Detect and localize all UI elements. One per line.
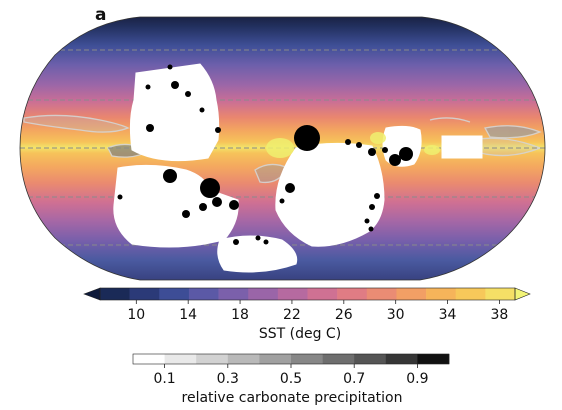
sst-colorbar-tick-label: 34 bbox=[439, 307, 457, 323]
site-marker bbox=[399, 147, 413, 161]
sst-colorbar-cell bbox=[159, 288, 189, 300]
carbonate-colorbar-tick-label: 0.7 bbox=[343, 371, 365, 387]
carbonate-colorbar-cell bbox=[133, 354, 165, 364]
site-marker bbox=[185, 91, 191, 97]
site-marker bbox=[171, 81, 179, 89]
site-marker bbox=[369, 227, 374, 232]
carbonate-colorbar-cell bbox=[386, 354, 418, 364]
sst-colorbar-cell bbox=[219, 288, 249, 300]
site-marker bbox=[182, 210, 190, 218]
sst-colorbar-extend-low bbox=[84, 288, 100, 300]
map bbox=[15, 10, 550, 285]
sst-colorbar-tick-label: 14 bbox=[179, 307, 197, 323]
site-marker bbox=[168, 65, 173, 70]
site-marker bbox=[118, 195, 123, 200]
sst-colorbar-tick-label: 30 bbox=[387, 307, 405, 323]
site-marker bbox=[229, 200, 239, 210]
land-east-islet bbox=[383, 126, 421, 166]
carbonate-colorbar-ticks: 0.1 0.3 0.5 0.7 0.9 bbox=[153, 364, 428, 387]
sst-colorbar-cells bbox=[100, 288, 515, 300]
carbonate-colorbar: 0.1 0.3 0.5 0.7 0.9 relative carbonate preci… bbox=[133, 354, 449, 406]
site-marker bbox=[294, 125, 320, 151]
sst-colorbar-tick-label: 22 bbox=[283, 307, 301, 323]
site-marker bbox=[374, 193, 380, 199]
carbonate-colorbar-cell bbox=[165, 354, 197, 364]
site-marker bbox=[146, 124, 154, 132]
carbonate-colorbar-label: relative carbonate precipitation bbox=[182, 390, 403, 406]
sst-colorbar: 10 14 18 22 26 30 34 38 SST (deg C) bbox=[84, 288, 530, 342]
sst-colorbar-cell bbox=[100, 288, 130, 300]
carbonate-colorbar-cell bbox=[354, 354, 386, 364]
site-marker bbox=[200, 108, 205, 113]
land-northwest bbox=[130, 64, 218, 161]
sst-colorbar-tick-label: 18 bbox=[231, 307, 249, 323]
carbonate-colorbar-cell bbox=[291, 354, 323, 364]
carbonate-colorbar-tick-label: 0.9 bbox=[406, 371, 428, 387]
site-marker bbox=[163, 169, 177, 183]
carbonate-colorbar-cells bbox=[133, 354, 449, 364]
panel-label: a bbox=[95, 5, 106, 25]
land-far-east bbox=[442, 136, 482, 158]
sst-colorbar-cell bbox=[396, 288, 426, 300]
site-marker bbox=[233, 239, 239, 245]
sst-colorbar-cell bbox=[189, 288, 219, 300]
site-marker bbox=[365, 219, 370, 224]
sst-colorbar-cell bbox=[248, 288, 278, 300]
site-marker bbox=[264, 240, 269, 245]
site-marker bbox=[382, 147, 388, 153]
sst-colorbar-tick-label: 38 bbox=[491, 307, 509, 323]
sst-colorbar-label: SST (deg C) bbox=[259, 326, 341, 342]
carbonate-colorbar-cell bbox=[259, 354, 291, 364]
site-marker bbox=[280, 199, 285, 204]
sst-colorbar-cell bbox=[337, 288, 367, 300]
sst-colorbar-cell bbox=[485, 288, 515, 300]
site-marker bbox=[368, 148, 376, 156]
sst-colorbar-cell bbox=[367, 288, 397, 300]
sst-colorbar-cell bbox=[278, 288, 308, 300]
land-central bbox=[276, 143, 384, 246]
site-marker bbox=[285, 183, 295, 193]
sst-colorbar-extend-high bbox=[515, 288, 530, 300]
carbonate-colorbar-tick-label: 0.5 bbox=[280, 371, 302, 387]
site-marker bbox=[215, 127, 221, 133]
sst-colorbar-cell bbox=[456, 288, 486, 300]
carbonate-colorbar-cell bbox=[196, 354, 228, 364]
site-marker bbox=[199, 203, 207, 211]
carbonate-colorbar-tick-label: 0.1 bbox=[153, 371, 175, 387]
site-marker bbox=[389, 154, 401, 166]
carbonate-colorbar-cell bbox=[323, 354, 355, 364]
carbonate-colorbar-cell bbox=[228, 354, 260, 364]
site-marker bbox=[212, 197, 222, 207]
site-marker bbox=[200, 178, 220, 198]
sst-colorbar-tick-label: 10 bbox=[127, 307, 145, 323]
site-marker bbox=[256, 236, 261, 241]
sst-colorbar-tick-label: 26 bbox=[335, 307, 353, 323]
carbonate-colorbar-cell bbox=[417, 354, 449, 364]
sst-colorbar-cell bbox=[308, 288, 338, 300]
site-marker bbox=[345, 139, 351, 145]
site-marker bbox=[356, 142, 362, 148]
site-marker bbox=[369, 204, 375, 210]
sst-colorbar-cell bbox=[426, 288, 456, 300]
sst-colorbar-ticks: 10 14 18 22 26 30 34 38 bbox=[127, 300, 508, 323]
sst-colorbar-cell bbox=[130, 288, 160, 300]
carbonate-colorbar-tick-label: 0.3 bbox=[217, 371, 239, 387]
site-marker bbox=[146, 85, 151, 90]
